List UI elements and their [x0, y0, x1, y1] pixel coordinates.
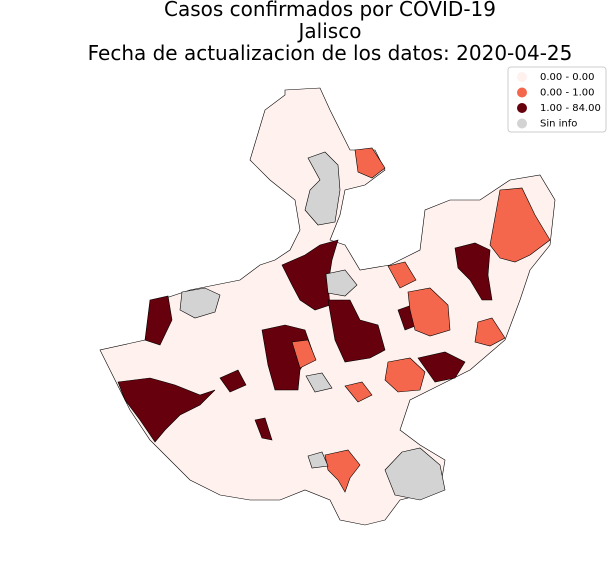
municipality	[307, 451, 329, 469]
state-outline	[99, 87, 556, 526]
legend-box	[507, 66, 607, 133]
municipality	[489, 187, 551, 263]
municipality	[344, 381, 373, 403]
municipality	[179, 287, 221, 319]
municipality	[384, 357, 426, 393]
municipality	[254, 417, 273, 441]
municipality	[387, 261, 417, 289]
municipality	[474, 317, 506, 347]
municipality	[324, 449, 361, 493]
title-line: Fecha de actualizacion de los datos: 202…	[88, 41, 573, 65]
legend-marker	[517, 87, 527, 98]
legend-marker	[517, 103, 527, 113]
legend-label: 0.00 - 0.00	[540, 72, 595, 83]
legend-label: Sin info	[540, 119, 577, 130]
legend-label: 1.00 - 84.00	[540, 103, 601, 114]
municipality	[354, 147, 386, 179]
municipality	[305, 372, 333, 393]
municipality	[325, 269, 358, 297]
municipality	[417, 351, 466, 383]
title-line: Jalisco	[297, 19, 362, 43]
legend-marker	[517, 72, 527, 82]
municipality	[407, 287, 451, 337]
municipality	[384, 447, 446, 501]
title-line: Casos confirmados por COVID-19	[164, 0, 496, 21]
municipality	[144, 295, 173, 346]
municipality	[327, 299, 386, 363]
municipality	[454, 242, 493, 301]
municipality	[219, 369, 247, 393]
legend-marker	[517, 118, 527, 129]
legend: 0.00 - 0.00 0.00 - 1.00 1.00 - 84.00 Sin in…	[507, 66, 607, 133]
municipality	[291, 339, 317, 369]
municipality	[117, 377, 216, 443]
municipality	[304, 151, 341, 226]
legend-label: 0.00 - 1.00	[540, 88, 595, 99]
regions	[99, 87, 556, 526]
